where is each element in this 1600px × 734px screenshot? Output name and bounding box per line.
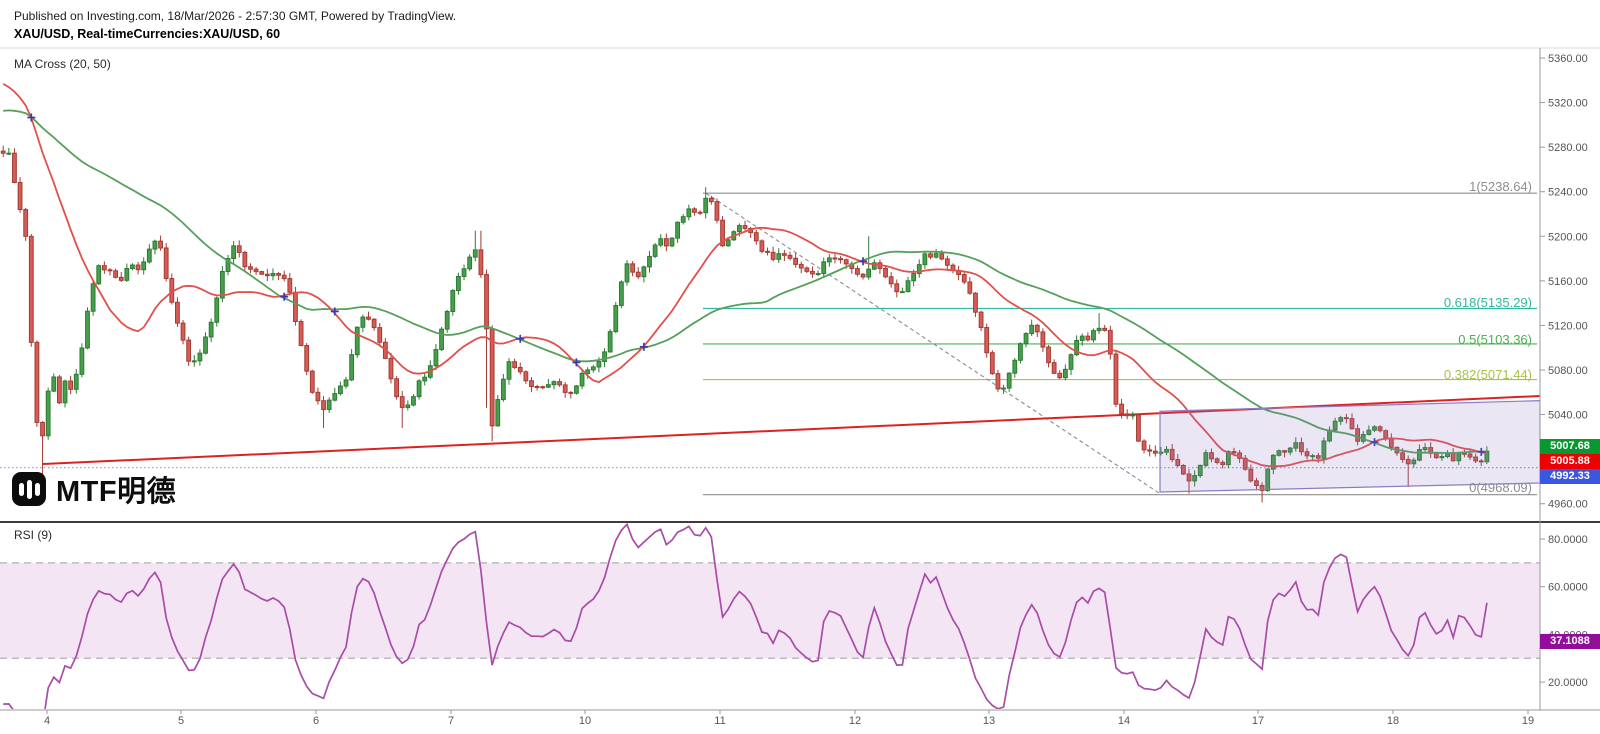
fib-label-05: 0.5(5103.36) (1458, 332, 1532, 347)
svg-text:4: 4 (44, 715, 50, 727)
svg-text:5360.00: 5360.00 (1548, 53, 1588, 65)
svg-text:7: 7 (448, 715, 454, 727)
svg-text:6: 6 (313, 715, 319, 727)
svg-text:13: 13 (983, 715, 995, 727)
fib-label-0382: 0.382(5071.44) (1443, 367, 1532, 382)
svg-text:20.0000: 20.0000 (1548, 677, 1588, 689)
svg-text:60.0000: 60.0000 (1548, 582, 1588, 594)
price-pane[interactable] (0, 83, 1540, 503)
published-line: Published on Investing.com, 18/Mar/2026 … (14, 9, 457, 23)
ma-fast-line (2, 83, 1488, 468)
price-tag-last: 5005.88 (1540, 454, 1600, 469)
svg-text:17: 17 (1252, 715, 1264, 727)
svg-text:19: 19 (1522, 715, 1534, 727)
svg-text:5200.00: 5200.00 (1548, 231, 1588, 243)
svg-text:5160.00: 5160.00 (1548, 276, 1588, 288)
svg-text:5: 5 (178, 715, 184, 727)
rsi-value-tag: 37.1088 (1540, 634, 1600, 649)
candlestick-series[interactable] (0, 145, 1490, 503)
svg-text:5320.00: 5320.00 (1548, 98, 1588, 110)
ma-cross-indicator-label[interactable]: MA Cross (20, 50) (14, 57, 111, 71)
rsi-indicator-label[interactable]: RSI (9) (14, 528, 53, 542)
price-tag-blue-line: 4992.33 (1540, 469, 1600, 484)
svg-text:18: 18 (1387, 715, 1399, 727)
price-tag-ma: 5007.68 (1540, 439, 1600, 454)
svg-text:10: 10 (579, 715, 591, 727)
svg-text:11: 11 (714, 715, 725, 727)
axis-ticks[interactable]: 5360.00 5320.00 5280.00 5240.00 5200.00 5160.… (44, 53, 1588, 727)
svg-text:5040.00: 5040.00 (1548, 410, 1588, 422)
svg-text:5120.00: 5120.00 (1548, 320, 1588, 332)
fib-label-0: 0(4968.09) (1469, 480, 1532, 495)
fib-label-1: 1(5238.64) (1469, 179, 1532, 194)
candlestick-bars-icon (12, 472, 46, 506)
symbol-title: XAU/USD, Real-timeCurrencies:XAU/USD, 60 (14, 27, 281, 41)
svg-text:4960.00: 4960.00 (1548, 499, 1588, 511)
svg-text:5080.00: 5080.00 (1548, 365, 1588, 377)
svg-text:14: 14 (1118, 715, 1130, 727)
parallel-channel (1159, 400, 1540, 493)
rsi-pane[interactable] (0, 523, 1540, 725)
svg-text:80.0000: 80.0000 (1548, 534, 1588, 546)
watermark-logo: MTF明德 (12, 468, 176, 510)
watermark-text: MTF明德 (56, 476, 177, 508)
fib-label-0618: 0.618(5135.29) (1443, 295, 1532, 310)
svg-text:5280.00: 5280.00 (1548, 142, 1588, 154)
svg-text:12: 12 (849, 715, 861, 727)
svg-text:5240.00: 5240.00 (1548, 187, 1588, 199)
rsi-line (3, 523, 1488, 709)
ma-slow-line (3, 109, 1487, 454)
